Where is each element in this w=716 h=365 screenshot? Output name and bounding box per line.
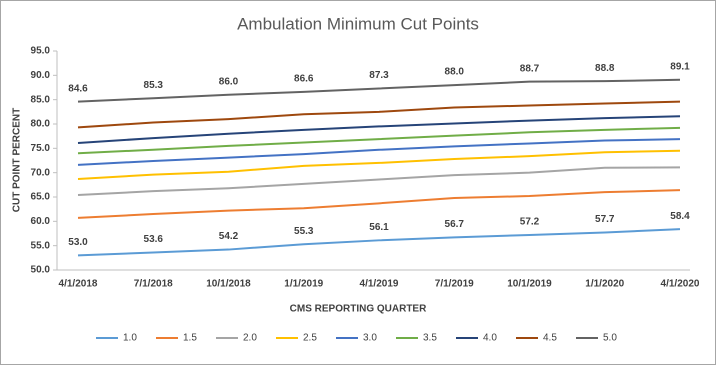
data-label: 53.0 <box>68 237 88 248</box>
legend-label: 3.0 <box>363 333 377 344</box>
data-label: 53.6 <box>144 234 164 245</box>
x-tick-label: 10/1/2018 <box>206 279 251 290</box>
y-tick-label: 50.0 <box>31 265 51 276</box>
legend-label: 4.5 <box>543 333 557 344</box>
x-tick-label: 7/1/2018 <box>134 279 173 290</box>
x-axis-title: CMS REPORTING QUARTER <box>290 304 427 315</box>
data-label: 58.4 <box>670 211 690 222</box>
data-label: 89.1 <box>670 61 690 72</box>
series-line <box>77 228 681 257</box>
legend-label: 3.5 <box>423 333 437 344</box>
legend-label: 5.0 <box>603 333 617 344</box>
data-label: 87.3 <box>369 70 389 81</box>
series-line <box>77 149 681 180</box>
data-label: 57.7 <box>595 214 615 225</box>
series-line <box>77 138 681 166</box>
data-label: 55.3 <box>294 226 314 237</box>
data-label: 88.7 <box>520 63 540 74</box>
series-line <box>77 126 681 155</box>
chart-title: Ambulation Minimum Cut Points <box>237 14 479 33</box>
legend-label: 4.0 <box>483 333 497 344</box>
legend-label: 1.5 <box>183 333 197 344</box>
x-tick-label: 4/1/2018 <box>59 279 98 290</box>
data-label: 85.3 <box>144 80 164 91</box>
series-line <box>77 189 681 219</box>
y-tick-label: 80.0 <box>31 119 51 130</box>
y-tick-label: 55.0 <box>31 240 51 251</box>
data-label: 54.2 <box>219 231 239 242</box>
y-tick-label: 90.0 <box>31 70 51 81</box>
data-label: 57.2 <box>520 217 540 228</box>
y-tick-label: 75.0 <box>31 143 51 154</box>
series-line <box>77 78 681 103</box>
x-tick-label: 1/1/2019 <box>284 279 323 290</box>
y-tick-label: 70.0 <box>31 167 51 178</box>
data-label: 86.0 <box>219 76 239 87</box>
data-label: 86.6 <box>294 74 314 85</box>
series-line <box>77 100 681 129</box>
x-tick-label: 4/1/2020 <box>661 279 700 290</box>
data-label: 88.0 <box>445 67 465 78</box>
legend-label: 2.5 <box>303 333 317 344</box>
y-tick-label: 85.0 <box>31 94 51 105</box>
data-label: 56.1 <box>369 222 389 233</box>
legend-label: 2.0 <box>243 333 257 344</box>
y-tick-label: 60.0 <box>31 216 51 227</box>
x-tick-label: 10/1/2019 <box>507 279 552 290</box>
data-label: 84.6 <box>68 83 88 94</box>
x-tick-label: 1/1/2020 <box>585 279 624 290</box>
data-label: 88.8 <box>595 63 615 74</box>
x-tick-label: 7/1/2019 <box>435 279 474 290</box>
data-label: 56.7 <box>445 219 465 230</box>
legend-label: 1.0 <box>123 333 137 344</box>
y-axis-title: CUT POINT PERCENT <box>12 108 23 212</box>
x-tick-label: 4/1/2019 <box>360 279 399 290</box>
series-line <box>77 166 681 197</box>
y-tick-label: 65.0 <box>31 192 51 203</box>
series-line <box>77 115 681 144</box>
y-tick-label: 95.0 <box>31 46 51 57</box>
